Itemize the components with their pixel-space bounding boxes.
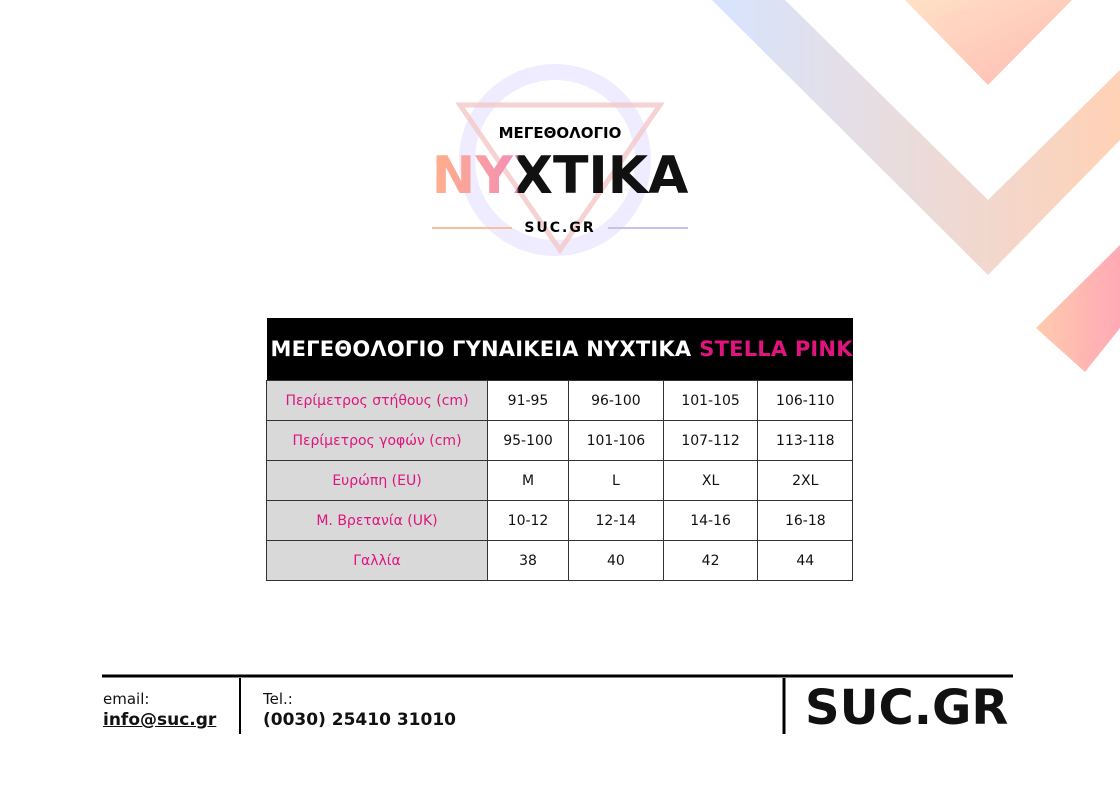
- row-label: Περίμετρος στήθους (cm): [266, 380, 488, 421]
- logo: ΜΕΓΕΘΟΛΟΓΙΟ ΝΥΧΤΙΚΑ SUC.GR: [432, 64, 689, 256]
- cell: 113-118: [757, 420, 854, 461]
- table-row: Περίμετρος γοφών (cm) 95-100 101-106 107-11…: [266, 420, 854, 461]
- email-label: email:: [103, 690, 150, 708]
- table-row: Περίμετρος στήθους (cm) 91-95 96-100 101-10…: [266, 380, 854, 421]
- cell: 96-100: [568, 380, 664, 421]
- cell: 40: [568, 540, 664, 581]
- size-table: ΜΕΓΕΘΟΛΟΓΙΟ ΓΥΝΑΙΚΕΙΑ ΝΥΧΤΙΚΑ STELLA PINK…: [266, 318, 854, 581]
- stripe: [712, 0, 1120, 275]
- logo-top: ΜΕΓΕΘΟΛΟΓΙΟ: [499, 124, 622, 142]
- cell: 101-106: [568, 420, 664, 461]
- cell: 42: [662, 540, 759, 581]
- cell: XL: [662, 460, 759, 501]
- cell: 107-112: [662, 420, 759, 461]
- table-header: ΜΕΓΕΘΟΛΟΓΙΟ ΓΥΝΑΙΚΕΙΑ ΝΥΧΤΙΚΑ STELLA PINK: [266, 318, 853, 381]
- cell: 101-105: [662, 380, 759, 421]
- tel: (0030) 25410 31010: [263, 710, 456, 730]
- cell: 38: [487, 540, 569, 581]
- table-title-highlight: STELLA PINK: [699, 337, 853, 361]
- cell: L: [568, 460, 664, 501]
- stripe: [905, 0, 1072, 85]
- table-title: ΜΕΓΕΘΟΛΟΓΙΟ ΓΥΝΑΙΚΕΙΑ ΝΥΧΤΙΚΑ: [270, 337, 692, 361]
- cell: 106-110: [757, 380, 854, 421]
- row-label: Γαλλία: [266, 540, 488, 581]
- logo-bottom: SUC.GR: [524, 220, 595, 236]
- brand: SUC.GR: [805, 680, 1009, 736]
- cell: 14-16: [662, 500, 759, 541]
- email-link[interactable]: info@suc.gr: [103, 710, 217, 730]
- cell: 95-100: [487, 420, 569, 461]
- cell: M: [487, 460, 569, 501]
- cell: 44: [757, 540, 854, 581]
- logo-main: ΝΥΧΤΙΚΑ: [432, 146, 689, 206]
- row-label: Περίμετρος γοφών (cm): [266, 420, 488, 461]
- cell: 12-14: [568, 500, 664, 541]
- table-row: Ευρώπη (EU) M L XL 2XL: [266, 460, 854, 501]
- table-row: Γαλλία 38 40 42 44: [266, 540, 854, 581]
- table-row: Μ. Βρετανία (UK) 10-12 12-14 14-16 16-18: [266, 500, 854, 541]
- row-label: Μ. Βρετανία (UK): [266, 500, 488, 541]
- cell: 91-95: [487, 380, 569, 421]
- tel-label: Tel.:: [263, 690, 293, 708]
- cell: 16-18: [757, 500, 854, 541]
- cell: 10-12: [487, 500, 569, 541]
- row-label: Ευρώπη (EU): [266, 460, 488, 501]
- stripe: [1036, 245, 1120, 372]
- cell: 2XL: [757, 460, 854, 501]
